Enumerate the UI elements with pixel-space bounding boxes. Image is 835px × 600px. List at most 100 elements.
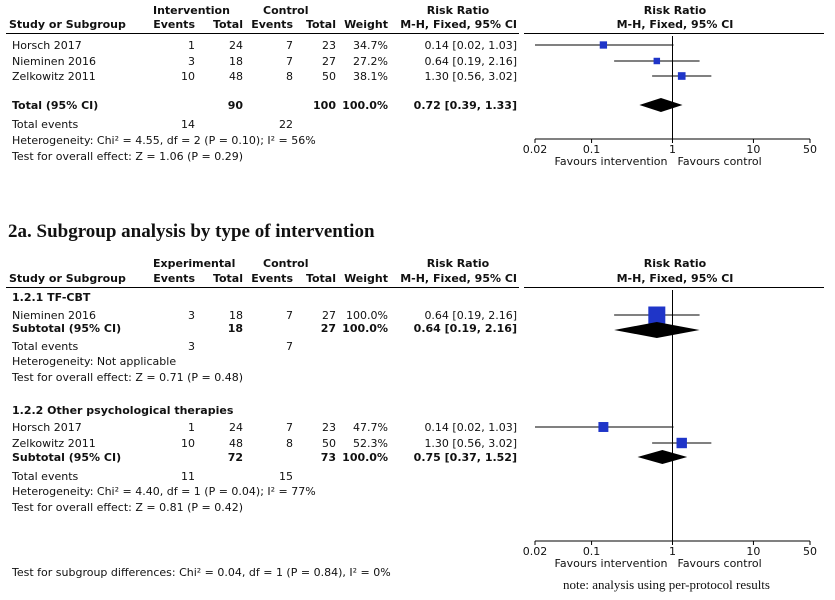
events-cell: 15: [279, 470, 293, 483]
events-cell: 3: [188, 340, 195, 353]
forest-plot-1: 0.02 0.1 1 10 50 Favours intervention Favours …: [523, 36, 817, 168]
total-cell: 50: [322, 437, 336, 450]
plot-header-rule: [524, 287, 824, 288]
x-tick-label: 1: [669, 143, 676, 156]
total-cell: 23: [322, 39, 336, 52]
group2-name: Control: [263, 4, 309, 17]
total-cell: 18: [227, 322, 243, 335]
events-cell: 7: [286, 39, 293, 52]
weight-header: Weight: [344, 18, 388, 31]
rr-column-title: Risk Ratio: [426, 257, 490, 270]
total-cell: 27: [322, 55, 336, 68]
favours-right-label: Favours control: [678, 155, 762, 168]
heterogeneity-text: Heterogeneity: Chi² = 4.55, df = 2 (P = …: [12, 134, 316, 147]
rr-column-title: Risk Ratio: [426, 4, 490, 17]
total-header: Total: [212, 272, 243, 285]
ci-cell: 1.30 [0.56, 3.02]: [424, 437, 517, 450]
header-rule: [6, 33, 519, 34]
total-cell: 48: [229, 437, 243, 450]
ci-cell: 0.64 [0.19, 2.16]: [424, 309, 517, 322]
events-header: Events: [251, 272, 293, 285]
rr-method-header: M-H, Fixed, 95% CI: [400, 18, 517, 31]
section-title: 2a. Subgroup analysis by type of interve…: [8, 221, 375, 242]
subtotal-label: Subtotal (95% CI): [12, 322, 122, 335]
x-tick-label: 0.02: [523, 143, 548, 156]
favours-left-label: Favours intervention: [555, 155, 668, 168]
x-tick-label: 1: [669, 545, 676, 558]
total-cell: 24: [229, 39, 243, 52]
group1-name: Experimental: [153, 257, 236, 270]
x-tick-label: 50: [803, 545, 817, 558]
x-tick-label: 0.02: [523, 545, 548, 558]
events-cell: 8: [286, 437, 293, 450]
weight-cell: 100.0%: [342, 451, 388, 464]
plot-method-header: M-H, Fixed, 95% CI: [616, 18, 734, 31]
total-cell: 18: [229, 55, 243, 68]
weight-cell: 34.7%: [353, 39, 388, 52]
x-tick-label: 0.1: [583, 545, 601, 558]
plot-header-rule: [524, 33, 824, 34]
effect-marker: [676, 437, 687, 449]
total-header: Total: [212, 18, 243, 31]
total-cell: 27: [322, 309, 336, 322]
plot-title: Risk Ratio: [643, 257, 707, 270]
pooled-diamond: [637, 450, 688, 464]
total-events-label: Total events: [12, 340, 79, 353]
weight-header: Weight: [344, 272, 388, 285]
events-cell: 10: [181, 70, 195, 83]
events-cell: 14: [181, 118, 195, 131]
heterogeneity-text: Heterogeneity: Not applicable: [12, 355, 177, 368]
total-events-label: Total events: [12, 470, 79, 483]
total-cell: 100: [313, 99, 336, 112]
events-cell: 11: [181, 470, 195, 483]
x-tick-label: 10: [746, 143, 760, 156]
study-name: Horsch 2017: [12, 39, 82, 52]
plot-method-header: M-H, Fixed, 95% CI: [616, 272, 734, 285]
total-cell: 90: [227, 99, 243, 112]
study-column-header: Study or Subgroup: [9, 272, 126, 285]
events-cell: 8: [286, 70, 293, 83]
study-name: Horsch 2017: [12, 421, 82, 434]
pooled-label: Total (95% CI): [12, 99, 99, 112]
weight-cell: 100.0%: [342, 322, 388, 335]
group2-name: Control: [263, 257, 309, 270]
events-cell: 3: [188, 309, 195, 322]
forest-plot-2: 0.02 0.1 1 10 50 Favours intervention Favours …: [523, 290, 817, 570]
events-cell: 7: [286, 340, 293, 353]
events-cell: 7: [286, 55, 293, 68]
effect-marker: [598, 422, 609, 432]
ci-cell: 0.14 [0.02, 1.03]: [424, 39, 517, 52]
effect-marker: [599, 41, 608, 49]
header-rule: [6, 287, 519, 288]
total-cell: 23: [322, 421, 336, 434]
subgroup-difference-text: Test for subgroup differences: Chi² = 0.…: [12, 566, 391, 579]
events-header: Events: [251, 18, 293, 31]
overall-effect-text: Test for overall effect: Z = 0.71 (P = 0…: [12, 371, 243, 384]
ci-cell: 0.64 [0.19, 2.16]: [424, 55, 517, 68]
ci-cell: 0.72 [0.39, 1.33]: [413, 99, 517, 112]
subgroup-title: 1.2.2 Other psychological therapies: [12, 404, 234, 417]
weight-cell: 27.2%: [353, 55, 388, 68]
plot-title: Risk Ratio: [643, 4, 707, 17]
study-name: Zelkowitz 2011: [12, 437, 96, 450]
rr-method-header: M-H, Fixed, 95% CI: [400, 272, 517, 285]
total-cell: 48: [229, 70, 243, 83]
events-cell: 1: [188, 421, 195, 434]
events-cell: 10: [181, 437, 195, 450]
total-events-label: Total events: [12, 118, 79, 131]
x-tick-label: 50: [803, 143, 817, 156]
weight-cell: 47.7%: [353, 421, 388, 434]
x-tick-label: 10: [746, 545, 760, 558]
weight-cell: 100.0%: [342, 99, 388, 112]
total-cell: 72: [227, 451, 243, 464]
weight-cell: 52.3%: [353, 437, 388, 450]
events-header: Events: [153, 18, 195, 31]
pooled-diamond: [614, 322, 700, 338]
favours-left-label: Favours intervention: [555, 557, 668, 570]
total-header: Total: [305, 18, 336, 31]
x-tick-label: 0.1: [583, 143, 601, 156]
total-cell: 27: [320, 322, 336, 335]
study-name: Nieminen 2016: [12, 309, 97, 322]
study-name: Nieminen 2016: [12, 55, 97, 68]
